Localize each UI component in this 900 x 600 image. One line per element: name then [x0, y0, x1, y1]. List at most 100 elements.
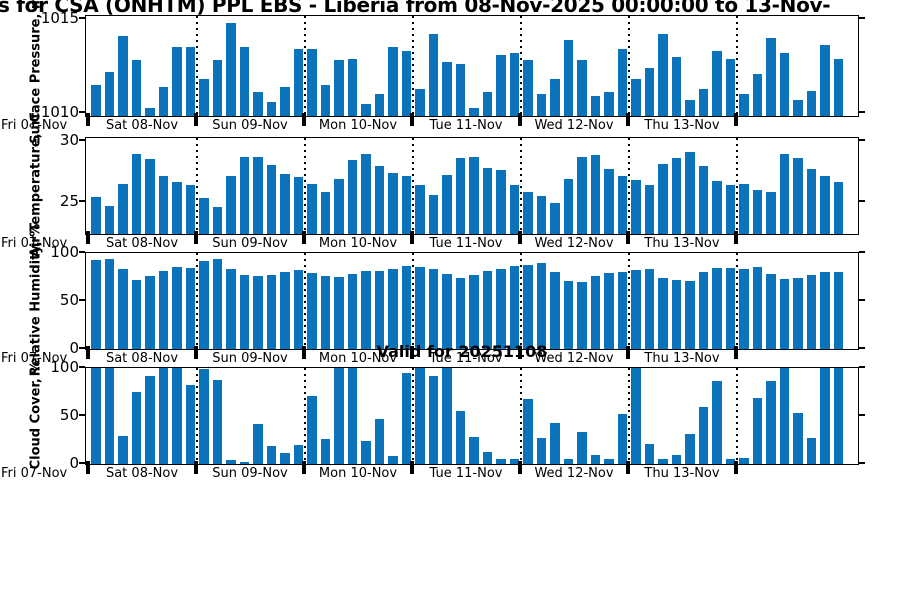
bar [104, 368, 114, 464]
bar [415, 184, 425, 234]
bar [253, 276, 263, 349]
bar [280, 173, 290, 234]
bar [590, 455, 600, 464]
bar [725, 58, 735, 116]
y-tick-mark [79, 414, 85, 416]
bar [671, 157, 681, 234]
bar [536, 195, 546, 234]
bar [779, 52, 789, 116]
bar [239, 47, 249, 116]
day-boundary-tick [518, 346, 522, 359]
bar [685, 100, 695, 116]
day-boundary-line [736, 368, 738, 464]
bar [779, 278, 789, 349]
bar [212, 379, 222, 464]
bar [469, 107, 479, 116]
bar [145, 107, 155, 116]
day-boundary-tick [626, 231, 630, 244]
bar [739, 458, 749, 464]
bar [307, 183, 317, 234]
bar [307, 49, 317, 116]
bar [428, 375, 438, 464]
bar [617, 49, 627, 116]
bar [347, 274, 357, 349]
day-boundary-tick [626, 113, 630, 126]
day-boundary-line [412, 16, 414, 116]
bar [712, 381, 722, 464]
bar [158, 368, 168, 464]
bar [604, 273, 614, 349]
day-boundary-line [736, 253, 738, 349]
day-boundary-line [412, 368, 414, 464]
bar [806, 438, 816, 464]
day-boundary-line [196, 368, 198, 464]
bar [590, 155, 600, 234]
bar [226, 269, 236, 349]
y-tick-label: 100 [50, 358, 79, 376]
bar [671, 455, 681, 464]
bar [496, 170, 506, 234]
bar [725, 184, 735, 234]
bar [820, 45, 830, 116]
x-day-label: Sat 08-Nov [105, 118, 179, 133]
day-boundary-tick [734, 461, 738, 474]
bar [779, 368, 789, 464]
bar [361, 154, 371, 234]
y-tick-mark [79, 462, 85, 464]
y-tick-mark [79, 16, 85, 19]
bar [644, 269, 654, 349]
bar [388, 269, 398, 349]
day-boundary-line [628, 368, 630, 464]
day-boundary-line [520, 253, 522, 349]
cloud-cover-axis-label: Cloud Cover, % [28, 360, 44, 470]
bar [388, 47, 398, 116]
bar [604, 168, 614, 234]
bar [482, 271, 492, 349]
bar [550, 79, 560, 116]
bar [820, 176, 830, 234]
bar [617, 176, 627, 234]
bar [523, 192, 533, 234]
bar [307, 273, 317, 349]
bar [469, 437, 479, 464]
day-boundary-line [628, 16, 630, 116]
x-day-label: Mon 10-Nov [318, 236, 398, 251]
bar [509, 459, 519, 464]
y-tick-mark [859, 462, 865, 464]
bar [185, 184, 195, 234]
bar [698, 272, 708, 349]
x-day-label: Sat 08-Nov [105, 236, 179, 251]
day-boundary-tick [302, 231, 306, 244]
bar [307, 395, 317, 464]
bar [496, 54, 506, 116]
day-boundary-tick [86, 113, 90, 126]
x-day-label: Wed 12-Nov [534, 236, 614, 251]
bar [725, 459, 735, 464]
x-day-label: Thu 13-Nov [644, 118, 720, 133]
bar [158, 271, 168, 349]
bar [617, 414, 627, 464]
bar [644, 443, 654, 464]
x-left-label: Fri 07-Nov [1, 466, 68, 481]
bar [550, 203, 560, 234]
bar [280, 453, 290, 464]
bar [833, 368, 843, 464]
x-day-label: Sun 09-Nov [212, 466, 288, 481]
bar [334, 60, 344, 116]
bar [752, 397, 762, 464]
bar [671, 279, 681, 349]
bar [131, 392, 141, 464]
x-day-label: Thu 13-Nov [644, 466, 720, 481]
bar [793, 278, 803, 349]
bar [172, 182, 182, 234]
bar [793, 157, 803, 234]
y-tick-label: 100 [50, 243, 79, 261]
bar [820, 368, 830, 464]
bar [226, 176, 236, 234]
bar [685, 151, 695, 234]
bar [293, 270, 303, 349]
bar [428, 33, 438, 116]
day-boundary-tick [194, 461, 198, 474]
day-boundary-tick [518, 113, 522, 126]
bar [563, 459, 573, 464]
